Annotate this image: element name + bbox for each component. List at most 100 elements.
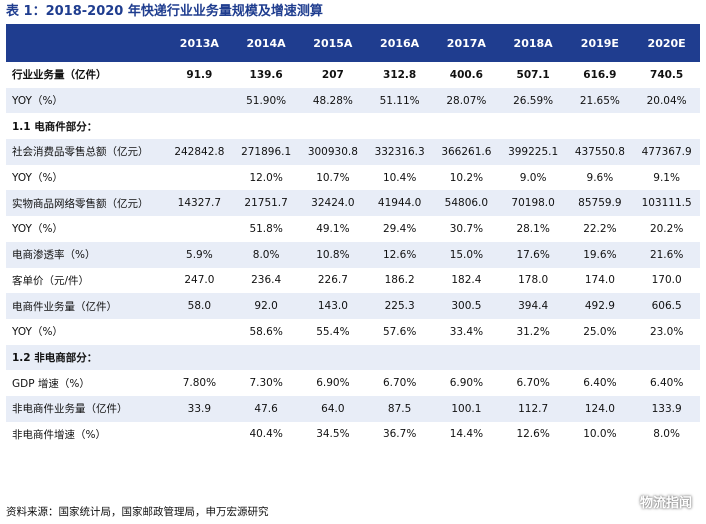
row-value [567, 113, 634, 139]
row-label: 行业业务量（亿件） [12, 69, 107, 82]
data-table-container: 2013A 2014A 2015A 2016A 2017A 2018A 2019… [6, 24, 700, 448]
row-value: 91.9 [186, 68, 213, 81]
row-value [366, 345, 433, 371]
row-value: 8.0% [252, 248, 280, 261]
table-row: 客单价（元/件） 247.0 236.4 226.7 186.2 182.4 178.0 17… [6, 267, 700, 294]
row-value: 100.1 [451, 402, 482, 415]
row-value: 54806.0 [444, 197, 489, 210]
row-value: 300.5 [451, 300, 482, 313]
header-year: 2013A [179, 36, 219, 50]
row-value [233, 345, 300, 371]
row-value: 55.4% [316, 325, 350, 338]
watermark: 物流指闻 [613, 490, 692, 512]
header-year: 2019E [580, 36, 619, 50]
row-value: 85759.9 [578, 197, 622, 210]
row-label: 非电商件增速（%） [12, 428, 106, 441]
row-value [166, 216, 233, 242]
row-value: 366261.6 [441, 145, 492, 158]
header-label-cell [6, 24, 166, 62]
row-value: 6.40% [583, 377, 617, 390]
row-label: YOY（%） [12, 172, 63, 185]
row-label: YOY（%） [12, 95, 63, 108]
row-value: 92.0 [254, 300, 278, 313]
row-value: 10.8% [316, 248, 350, 261]
row-value: 26.59% [513, 94, 554, 107]
row-label: YOY（%） [12, 326, 63, 339]
data-table: 2013A 2014A 2015A 2016A 2017A 2018A 2019… [6, 24, 700, 448]
row-value: 124.0 [584, 402, 615, 415]
row-value [433, 345, 500, 371]
row-value: 33.9 [187, 402, 212, 415]
row-label: 1.2 非电商部分： [12, 351, 98, 364]
table-title: 表 1：2018-2020 年快递行业业务量规模及增速测算 [6, 4, 323, 19]
row-value: 34.5% [316, 428, 350, 441]
row-value: 492.9 [584, 300, 615, 313]
row-value: 10.0% [583, 428, 617, 441]
header-year: 2015A [313, 36, 353, 50]
row-value: 103111.5 [641, 197, 692, 210]
row-value: 9.1% [653, 171, 680, 184]
row-value [166, 165, 233, 191]
row-value: 242842.8 [174, 145, 225, 158]
row-value: 30.7% [449, 222, 484, 235]
row-value: 70198.0 [511, 197, 555, 210]
row-value [166, 113, 233, 139]
row-value: 48.28% [312, 94, 353, 107]
row-value: 22.2% [583, 222, 617, 235]
row-value: 174.0 [584, 274, 615, 287]
row-value: 12.6% [516, 428, 550, 441]
table-row: YOY（%） 51.8% 49.1% 29.4% 30.7% 28.1% 22.2% 20.2… [6, 216, 700, 242]
row-value: 300930.8 [307, 145, 358, 158]
table-row: 非电商件增速（%） 40.4% 34.5% 36.7% 14.4% 12.6% 10.0% 8… [6, 421, 700, 448]
row-value: 29.4% [382, 222, 417, 235]
table-row: 实物商品网络零售额（亿元） 14327.7 21751.7 32424.0 41944.… [6, 190, 700, 217]
header-year: 2014A [246, 36, 286, 50]
row-value: 28.1% [516, 222, 550, 235]
row-value: 394.4 [518, 300, 549, 313]
row-value: 437550.8 [574, 145, 625, 158]
row-value: 399225.1 [508, 145, 559, 158]
row-value: 21751.7 [244, 197, 288, 210]
row-value: 6.70% [516, 377, 550, 390]
row-value: 740.5 [650, 68, 684, 81]
table-row: YOY（%） 58.6% 55.4% 57.6% 33.4% 31.2% 25.0% 23.0… [6, 318, 700, 345]
row-label: 实物商品网络零售额（亿元） [12, 197, 149, 210]
row-value: 5.9% [186, 248, 213, 261]
row-value: 6.40% [649, 377, 684, 390]
row-value: 6.70% [382, 377, 417, 390]
watermark-text: 物流指闻 [639, 495, 692, 511]
row-value [633, 345, 700, 371]
row-value: 9.0% [519, 171, 547, 184]
row-value: 236.4 [251, 274, 282, 287]
row-value: 33.4% [449, 325, 484, 338]
row-value: 51.8% [249, 222, 283, 235]
section-row: 1.1 电商件部分： [6, 113, 700, 140]
row-value: 40.4% [249, 428, 283, 441]
row-label: YOY（%） [12, 223, 63, 236]
row-value [233, 113, 300, 139]
row-value: 25.0% [583, 325, 617, 338]
row-value: 10.2% [449, 171, 484, 184]
header-year: 2016A [380, 36, 420, 50]
row-value [300, 113, 367, 139]
table-row: 行业业务量（亿件） 91.9 139.6 207 312.8 400.6 507.1 616.… [6, 62, 700, 88]
row-value: 41944.0 [377, 197, 422, 210]
row-value [433, 113, 500, 139]
row-value: 49.1% [316, 222, 350, 235]
row-value: 226.7 [317, 274, 348, 287]
header-year: 2018A [513, 36, 553, 50]
row-value: 15.0% [449, 248, 484, 261]
row-value: 271896.1 [241, 145, 292, 158]
row-value: 7.80% [182, 377, 217, 390]
row-value: 9.6% [586, 171, 614, 184]
row-value: 20.04% [646, 94, 687, 107]
row-value [500, 113, 567, 139]
row-value: 606.5 [651, 300, 682, 313]
row-value: 6.90% [449, 377, 484, 390]
row-value: 112.7 [518, 402, 549, 415]
row-value: 51.90% [246, 94, 287, 107]
row-value: 36.7% [382, 428, 417, 441]
row-value: 31.2% [516, 325, 550, 338]
row-value: 12.6% [382, 248, 417, 261]
row-value: 32424.0 [311, 197, 355, 210]
